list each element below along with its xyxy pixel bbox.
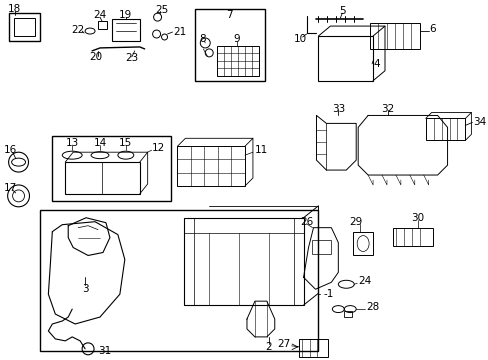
Text: 24: 24 (93, 10, 106, 20)
Text: 25: 25 (155, 5, 168, 15)
Bar (184, 218, 303, 305)
Text: 7: 7 (225, 10, 232, 20)
Bar (369, 23, 419, 49)
Text: 18: 18 (8, 4, 21, 14)
Text: 20: 20 (89, 52, 102, 62)
Text: 12: 12 (151, 143, 164, 153)
Bar (318, 36, 372, 81)
Text: 27: 27 (277, 339, 290, 349)
Text: 5: 5 (338, 6, 345, 16)
Text: 34: 34 (472, 117, 486, 127)
Bar (14, 18, 35, 36)
Text: 2: 2 (265, 342, 271, 352)
Text: 11: 11 (254, 145, 267, 155)
Bar (217, 46, 258, 76)
Bar (298, 339, 328, 357)
Bar (52, 136, 171, 201)
Text: 15: 15 (119, 138, 132, 148)
Text: 16: 16 (4, 145, 17, 155)
Text: 26: 26 (299, 217, 312, 227)
Bar (311, 240, 331, 255)
Text: 4: 4 (372, 59, 379, 69)
Text: 14: 14 (93, 138, 106, 148)
Text: 33: 33 (331, 104, 344, 113)
Text: 29: 29 (349, 217, 362, 227)
Text: 6: 6 (429, 24, 435, 34)
Bar (112, 19, 140, 41)
Bar (98, 21, 107, 29)
Text: 28: 28 (366, 302, 379, 312)
Bar (195, 9, 264, 81)
Bar (344, 311, 351, 317)
Bar (392, 228, 432, 246)
Text: 32: 32 (381, 104, 394, 113)
Text: 24: 24 (357, 276, 371, 286)
Text: 17: 17 (4, 183, 17, 193)
Text: 10: 10 (293, 34, 306, 44)
Text: 9: 9 (233, 34, 240, 44)
Bar (425, 118, 465, 140)
Text: 22: 22 (71, 25, 84, 35)
Bar (352, 231, 372, 256)
Text: 30: 30 (410, 213, 424, 223)
Text: -1: -1 (323, 289, 333, 299)
Text: 31: 31 (98, 346, 111, 356)
Text: 23: 23 (125, 53, 138, 63)
Text: 3: 3 (81, 284, 88, 294)
Bar (65, 162, 140, 194)
Bar (177, 146, 244, 186)
Text: 19: 19 (119, 10, 132, 20)
Text: 21: 21 (173, 27, 186, 37)
Bar (41, 210, 318, 351)
Text: 13: 13 (65, 138, 79, 148)
Text: 8: 8 (199, 34, 205, 44)
Bar (9, 13, 41, 41)
